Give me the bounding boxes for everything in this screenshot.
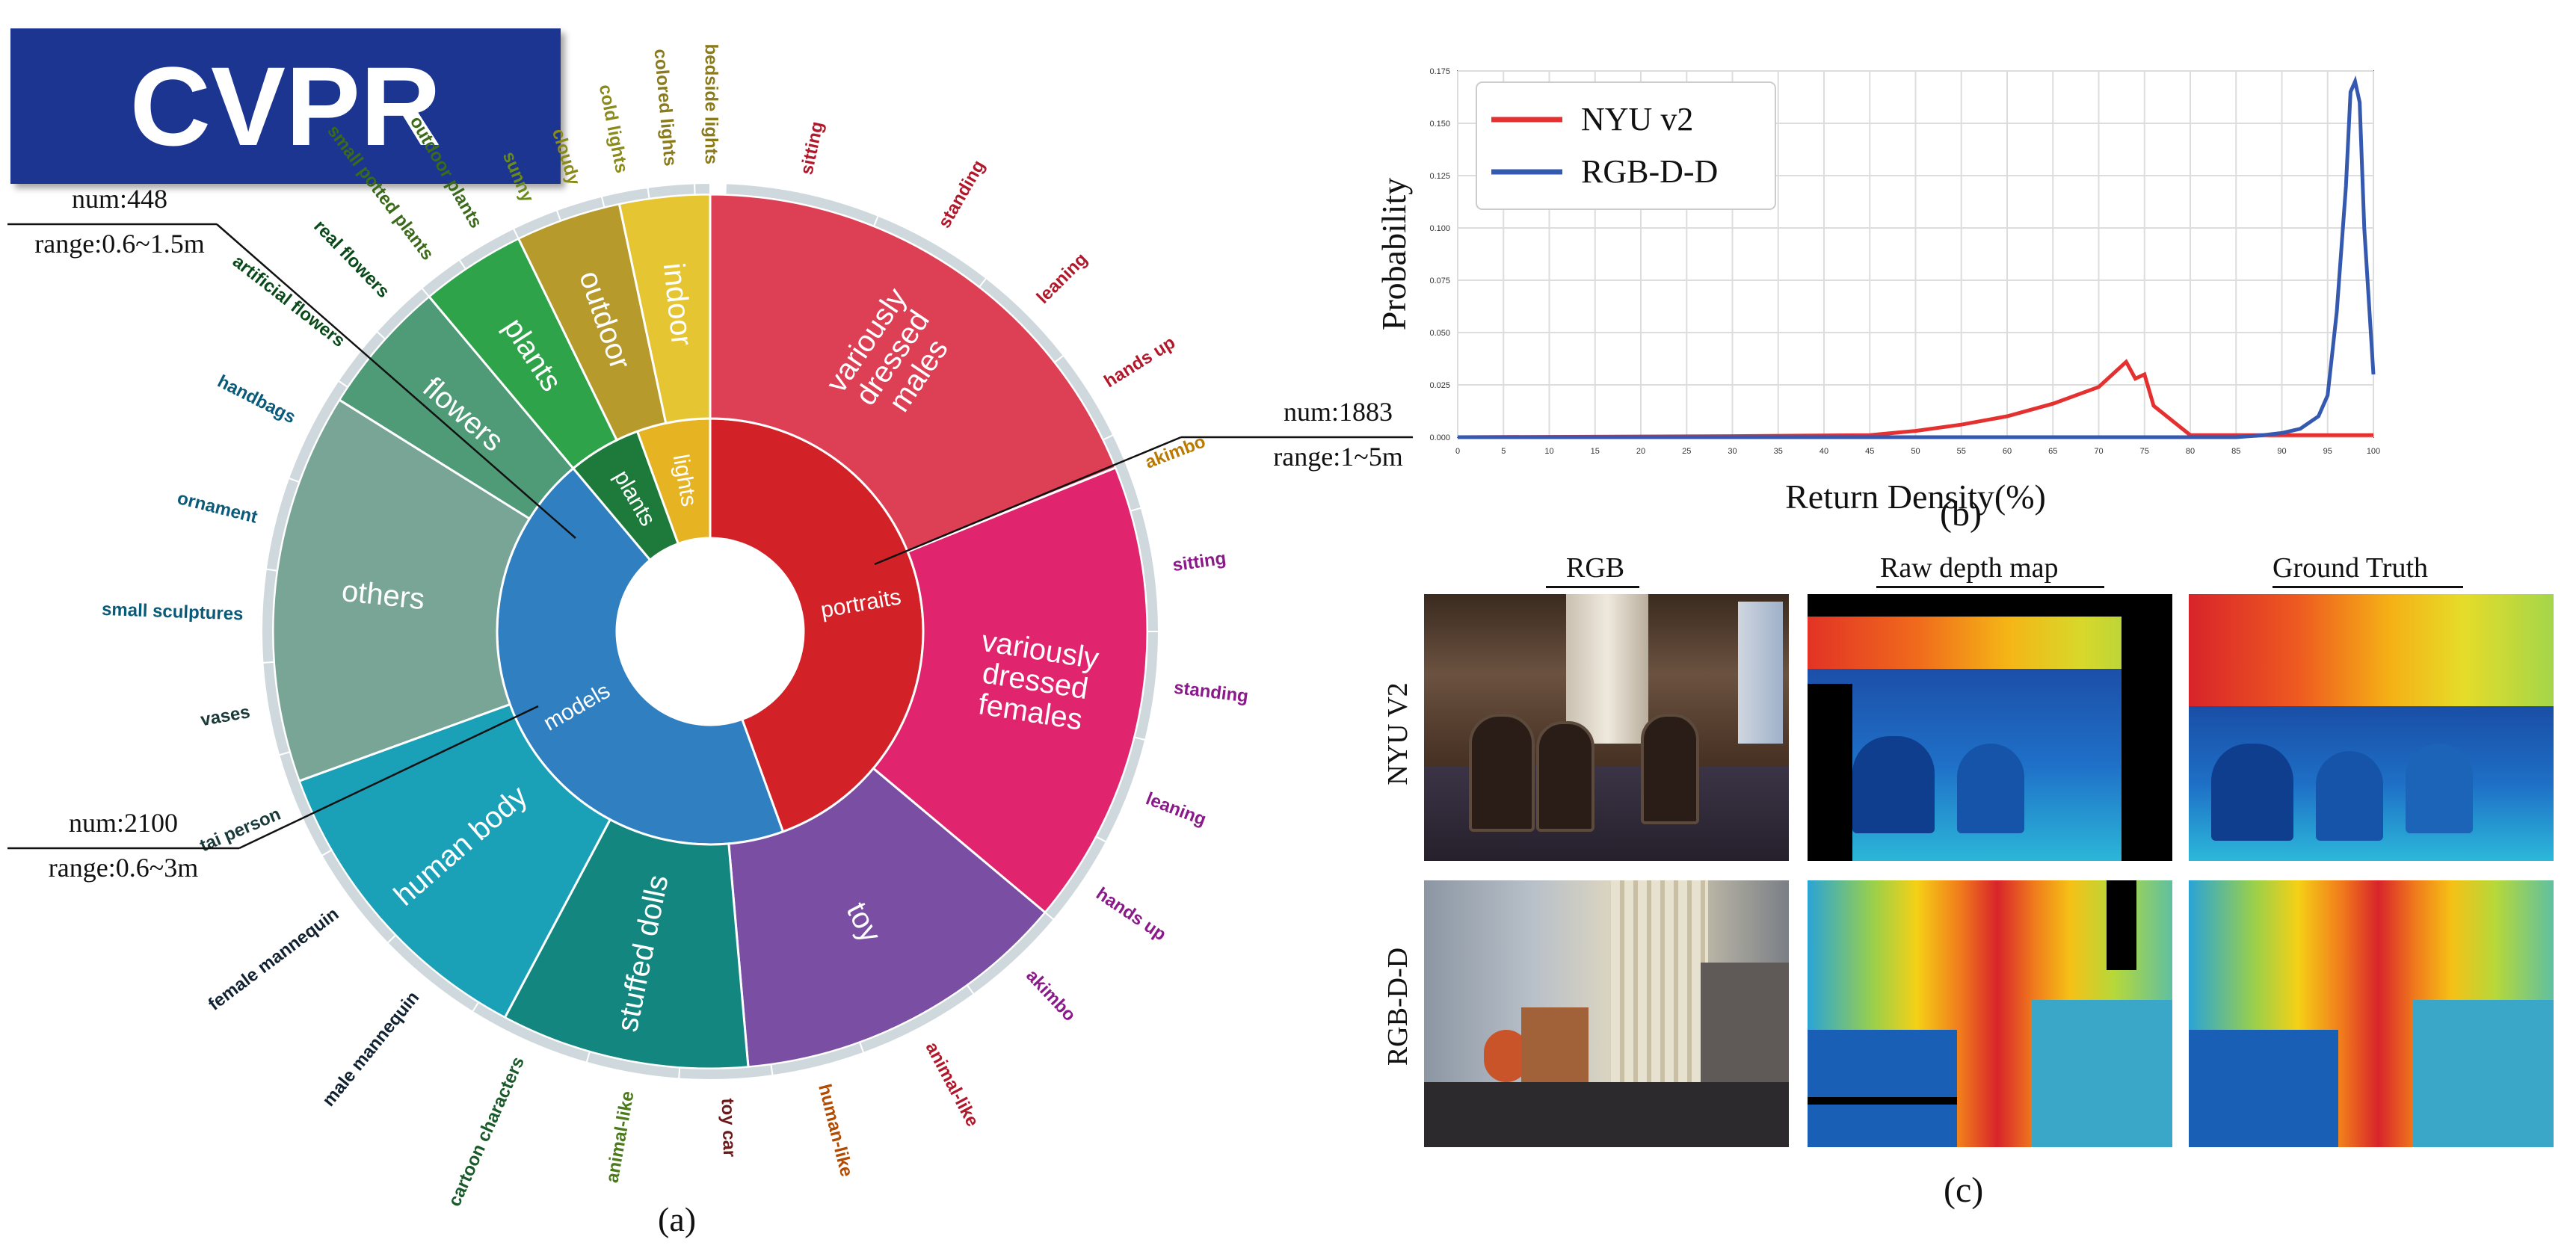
x-tick-label: 70 (2094, 447, 2103, 456)
x-axis-label: Return Density(%) (1785, 478, 2046, 516)
outer-ring-label: cloudy (548, 126, 585, 188)
outer-ring-label: colored lights (650, 48, 681, 167)
outer-ring-label: small sculptures (102, 599, 244, 625)
outer-ring-label: hands up (1100, 333, 1179, 392)
outer-ring-label: cold lights (595, 83, 632, 175)
outer-ring-label: vases (199, 702, 251, 730)
x-tick-label: 45 (1865, 447, 1874, 456)
col-header-rgb: RGB (1566, 552, 1625, 584)
annotation-num: num:1883 (1284, 397, 1393, 427)
outer-ring-label: female mannequin (205, 904, 343, 1014)
outer-ring-label: outdoor plants (406, 113, 486, 232)
caption-c: (c) (1944, 1170, 1984, 1210)
rgbdd-rgb-image (1424, 880, 1789, 1147)
y-tick-label: 0.100 (1429, 224, 1450, 233)
y-tick-label: 0.175 (1429, 67, 1450, 76)
outer-ring-label: leaning (1143, 788, 1209, 830)
x-tick-label: 0 (1455, 447, 1460, 456)
outer-ring-label: sitting (797, 120, 828, 176)
annotation-leader (874, 436, 1182, 566)
x-tick-label: 20 (1636, 447, 1645, 456)
y-tick-label: 0.050 (1429, 329, 1450, 338)
sunburst-center (617, 538, 804, 725)
outer-ring-label: sitting (1171, 548, 1227, 575)
x-tick-label: 35 (1774, 447, 1783, 456)
outer-ring-segment (694, 182, 711, 196)
x-tick-label: 10 (1544, 447, 1553, 456)
y-tick-label: 0.025 (1429, 381, 1450, 390)
y-tick-label: 0.000 (1429, 433, 1450, 442)
y-axis-label: Probability (1375, 178, 1413, 330)
col-header-raw-depth: Raw depth map (1880, 552, 2059, 584)
series-line (1457, 359, 2373, 439)
x-tick-label: 50 (1911, 447, 1920, 456)
outer-ring-label: male mannequin (318, 987, 423, 1110)
caption-b: (b) (1940, 494, 1982, 534)
x-tick-label: 30 (1728, 447, 1737, 456)
outer-ring-label: standing (934, 157, 989, 232)
line-chart: 0 5 10 15 20 25 30 35 40 45 50 55 60 65 70 75 80 85 90 95 10… (1375, 67, 2380, 516)
outer-ring-label: artificial flowers (229, 251, 349, 351)
x-tick-label: 80 (2186, 447, 2195, 456)
outer-ring-label: sunny (499, 149, 538, 206)
outer-ring-label: cartoon characters (445, 1054, 529, 1209)
outer-ring-label: bedside lights (701, 44, 721, 164)
x-tick-label: 40 (1819, 447, 1828, 456)
rgbdd-ground-truth-image (2189, 880, 2554, 1147)
outer-ring-label: handbags (215, 371, 299, 428)
outer-ring-label: toy car (717, 1098, 739, 1158)
x-tick-label: 60 (2003, 447, 2012, 456)
row-label-nyu: NYU V2 (1382, 682, 1414, 785)
x-tick-label: 90 (2277, 447, 2286, 456)
annotation-range: range:1~5m (1273, 442, 1402, 472)
annotation-num: num:448 (72, 184, 167, 214)
nyu-raw-depth-image (1808, 594, 2172, 861)
x-tick-label: 15 (1591, 447, 1600, 456)
x-tick-label: 100 (2367, 447, 2380, 456)
outer-ring-label: animal-like (922, 1039, 983, 1130)
outer-ring-label: leaning (1033, 249, 1091, 307)
y-tick-label: 0.150 (1429, 120, 1450, 129)
annotation-range: range:0.6~1.5m (34, 229, 204, 259)
legend: NYU v2 RGB-D-D (1476, 81, 1776, 210)
row-label-rgbdd: RGB-D-D (1382, 947, 1414, 1066)
annotation-num: num:2100 (69, 808, 178, 838)
legend-label: RGB-D-D (1581, 153, 1718, 190)
x-tick-label: 55 (1957, 447, 1966, 456)
outer-ring-label: hands up (1092, 883, 1170, 945)
y-tick-label: 0.125 (1429, 172, 1450, 181)
caption-a: (a) (658, 1200, 697, 1238)
nyu-rgb-image (1424, 594, 1789, 861)
x-tick-label: 85 (2231, 447, 2240, 456)
x-tick-label: 95 (2323, 447, 2332, 456)
x-tick-label: 25 (1682, 447, 1691, 456)
outer-ring-label: human-like (814, 1082, 857, 1179)
nyu-ground-truth-image (2189, 594, 2554, 861)
series-line (1458, 75, 2376, 439)
legend-label: NYU v2 (1581, 101, 1693, 138)
annotation-range: range:0.6~3m (49, 853, 198, 883)
outer-ring-label: animal-like (602, 1090, 638, 1185)
col-header-ground-truth: Ground Truth (2273, 552, 2428, 584)
outer-ring-label: standing (1173, 678, 1250, 707)
x-tick-label: 65 (2048, 447, 2057, 456)
outer-ring-label: ornament (175, 488, 259, 528)
y-tick-label: 0.075 (1429, 277, 1450, 285)
rgbdd-raw-depth-image (1808, 880, 2172, 1147)
outer-ring-label: akimbo (1022, 966, 1079, 1025)
x-tick-label: 75 (2140, 447, 2149, 456)
x-tick-label: 5 (1501, 447, 1506, 456)
outer-ring-label: real flowers (309, 216, 393, 302)
annotation-leader (238, 705, 539, 850)
cvpr-badge: CVPR (10, 28, 561, 184)
annotation-leader (216, 223, 576, 539)
